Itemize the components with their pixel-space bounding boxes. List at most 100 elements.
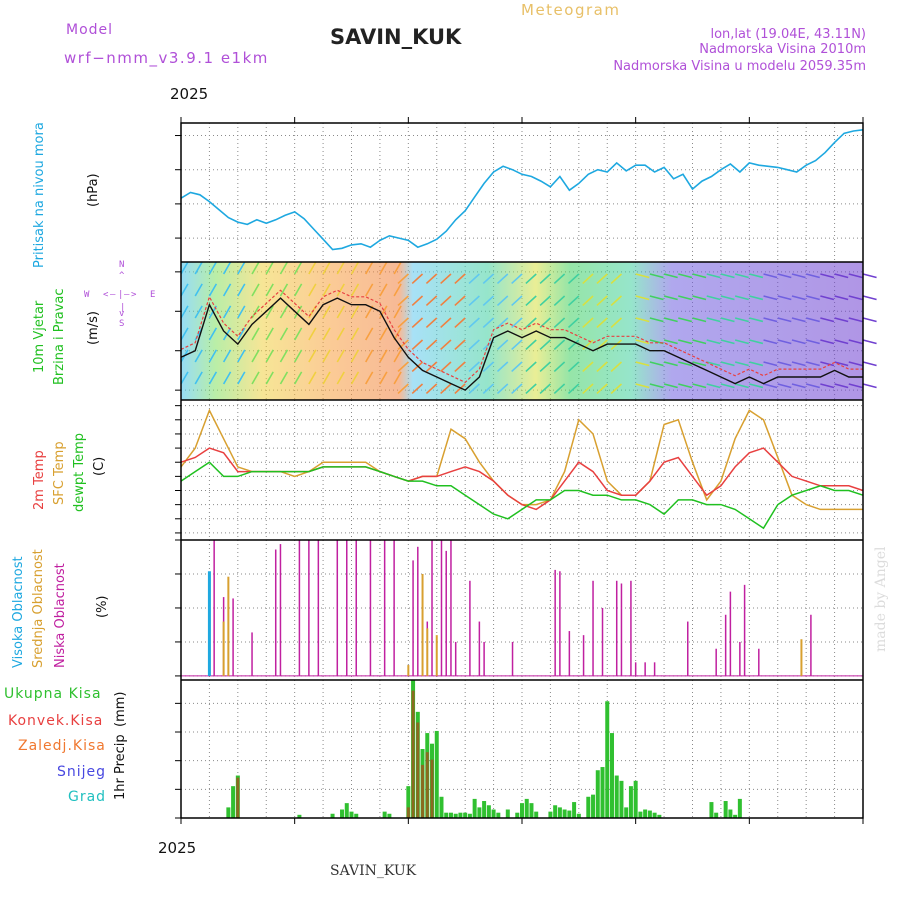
wind-arrow — [379, 327, 388, 341]
wind-arrow — [567, 361, 580, 373]
precip-bar — [467, 813, 472, 818]
wind-arrow — [454, 295, 466, 307]
precip-bar — [567, 810, 572, 818]
cloud-bar — [653, 662, 656, 676]
cloud-bar — [440, 540, 443, 676]
wind-arrow — [440, 383, 452, 395]
wind-arrow — [777, 361, 792, 367]
wind-arrow — [834, 383, 849, 389]
wind-arrow — [222, 349, 232, 363]
wind-arrow — [365, 283, 374, 297]
compass-n: N — [119, 260, 124, 270]
wind-arrow — [734, 295, 749, 301]
wind-arrow — [468, 339, 480, 351]
station-title: SAVIN_KUK — [330, 25, 462, 49]
wind-arrow — [720, 295, 735, 301]
compass-icon: W < – | – > E N ^ | v S — [84, 260, 155, 329]
wind-arrow — [582, 295, 594, 307]
wind-arrow — [365, 371, 374, 385]
wind-arrow — [663, 383, 678, 389]
wind-arrow — [663, 317, 678, 323]
precip-bar — [529, 803, 534, 818]
wind-arrow — [279, 349, 289, 363]
legend-convective-rain: Konvek.Kisa — [8, 713, 103, 729]
temp-unit: (C) — [92, 457, 107, 476]
wind-arrow — [194, 261, 203, 275]
wind-arrow — [308, 283, 317, 297]
wind-arrow — [208, 349, 218, 363]
precip-bar — [486, 805, 491, 818]
wind-arrow — [208, 327, 218, 341]
wind-arrow — [791, 273, 806, 279]
precip-bar — [226, 807, 231, 818]
precip-bar — [609, 733, 614, 818]
wind-arrow — [706, 273, 721, 279]
legend-freezing-rain: Zaledj.Kisa — [18, 738, 106, 754]
wind-arrow — [397, 295, 409, 307]
wind-arrow — [454, 273, 466, 285]
wind-arrow — [610, 361, 622, 373]
wind-arrow — [350, 349, 360, 363]
cloud-bar — [592, 580, 594, 676]
precip-bar — [231, 786, 236, 818]
wind-arrow — [763, 383, 778, 389]
wind-arrow — [805, 295, 820, 301]
wind-arrow — [649, 317, 664, 323]
wind-arrow — [663, 295, 678, 301]
cloud-bar — [630, 580, 632, 676]
year-top: 2025 — [170, 85, 208, 103]
cloud-bar — [729, 591, 732, 676]
wind-arrow — [468, 295, 480, 307]
wind-arrow — [734, 361, 749, 367]
frames-layer — [175, 117, 864, 824]
wind-arrow — [393, 305, 402, 319]
wind-arrow — [208, 371, 218, 385]
wind-arrow — [180, 261, 189, 275]
wind-arrow — [308, 261, 317, 275]
wind-arrow — [862, 339, 877, 345]
wind-arrow — [706, 317, 721, 323]
wind-arrow — [610, 383, 622, 395]
wind-arrow — [862, 273, 877, 279]
wind-arrow — [411, 273, 424, 285]
wind-arrow — [440, 317, 452, 329]
wind-arrow — [791, 317, 806, 323]
wind-arrow — [251, 261, 260, 275]
wind-arrow — [734, 339, 749, 345]
precip-bar — [448, 812, 453, 818]
cloud-bar — [758, 648, 760, 676]
wind-arrow — [692, 361, 707, 367]
wind-arrow — [279, 261, 289, 275]
precip-bar — [505, 809, 510, 818]
wind-arrow — [279, 327, 289, 341]
cloud-bar — [346, 540, 348, 676]
precip-bar — [340, 809, 345, 818]
wind-arrow — [720, 339, 735, 345]
cloud-bar — [222, 621, 225, 676]
wind-arrow — [265, 305, 274, 319]
wind-arrow — [539, 383, 551, 395]
wind-arrow — [454, 317, 466, 329]
precip-bar — [416, 722, 420, 818]
pressure-series-line — [180, 129, 864, 251]
precip-bar — [453, 813, 458, 818]
cloud-bar — [559, 571, 561, 676]
compass-bar: | — [118, 290, 123, 300]
precip-bar — [723, 801, 728, 818]
precip-bar — [557, 807, 562, 818]
wind-arrow — [511, 339, 523, 351]
cloud-bar — [739, 641, 741, 676]
cloud-bar — [426, 628, 429, 676]
wind-arrow — [820, 383, 835, 389]
precip-bar — [733, 814, 738, 818]
precip-bar — [491, 809, 496, 818]
precip-bar — [496, 812, 501, 818]
precip-bar — [406, 807, 410, 818]
wind-arrow — [237, 371, 246, 385]
wind-arrow — [678, 361, 693, 367]
wind-arrow — [379, 371, 388, 385]
wind-arrow — [496, 361, 509, 373]
wind-arrow — [482, 317, 495, 329]
wind-arrow — [425, 339, 438, 351]
wind-arrow — [553, 273, 566, 285]
